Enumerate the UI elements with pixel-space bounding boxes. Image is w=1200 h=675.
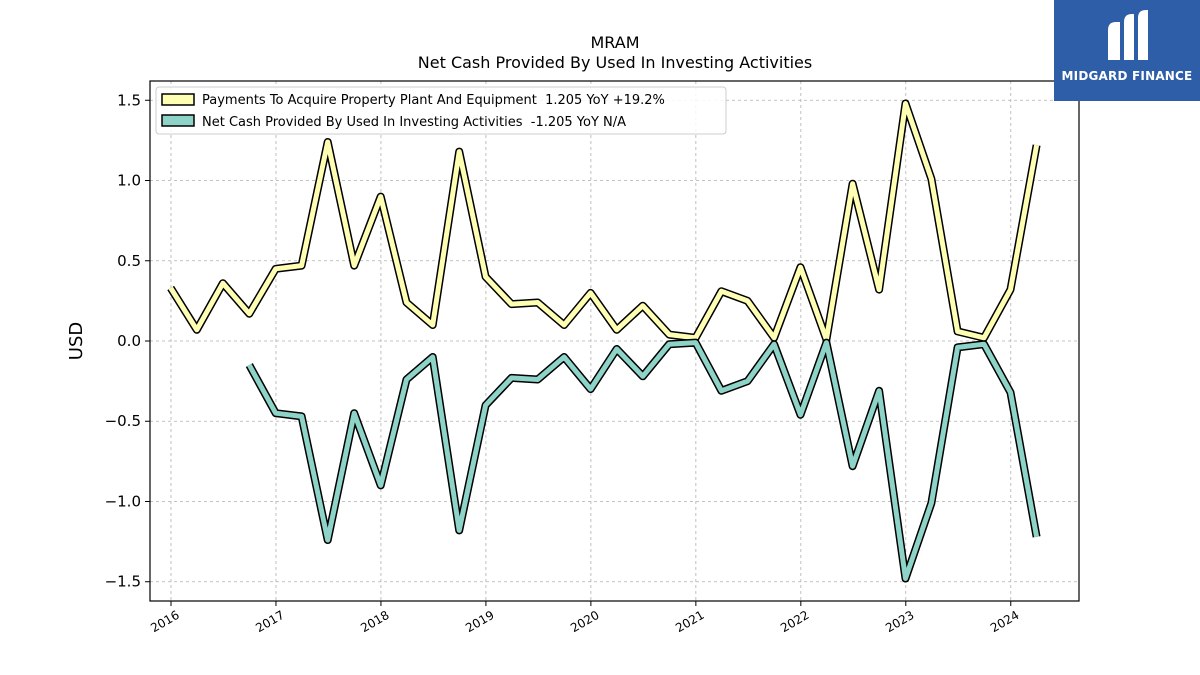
midgard-logo-icon	[1108, 10, 1148, 60]
x-tick-label: 2024	[988, 608, 1021, 635]
y-tick-label: 1.5	[117, 91, 141, 109]
y-axis-label: USD	[66, 322, 87, 360]
x-tick-label: 2016	[148, 608, 181, 635]
x-tick-label: 2021	[673, 608, 706, 635]
x-axis: 2016 2017 2018 2019 2020 2021 2022 2023 2024	[148, 601, 1021, 635]
y-tick-label: 1.0	[117, 172, 141, 190]
y-tick-label: −1.5	[105, 573, 141, 591]
logo-text: MIDGARD FINANCE	[1061, 69, 1193, 83]
y-tick-label: −0.5	[105, 412, 141, 430]
legend-box	[155, 86, 727, 135]
series-line-capex	[168, 101, 1040, 342]
x-tick-label: 2020	[568, 608, 601, 635]
legend-label-capex: Payments To Acquire Property Plant And E…	[202, 93, 665, 108]
chart-title: MRAM	[590, 33, 639, 52]
x-tick-label: 2023	[883, 608, 916, 635]
series-layer	[167, 99, 1041, 583]
legend-swatch-investing	[161, 114, 195, 127]
grid-lines	[150, 81, 1079, 601]
x-tick-label: 2017	[253, 608, 286, 635]
series-outline-capex	[167, 99, 1041, 344]
series-line-investing	[247, 340, 1040, 581]
y-tick-label: 0.0	[117, 332, 141, 350]
x-tick-label: 2022	[778, 608, 811, 635]
y-tick-label: 0.5	[117, 252, 141, 270]
plot-frame	[149, 80, 1080, 602]
legend-swatch-capex	[161, 93, 195, 106]
x-tick-label: 2019	[463, 608, 496, 635]
x-tick-label: 2018	[358, 608, 391, 635]
y-axis: −1.5 −1.0 −0.5 0.0 0.5 1.0 1.5	[105, 91, 150, 591]
brand-logo: MIDGARD FINANCE	[1054, 0, 1200, 101]
y-tick-label: −1.0	[105, 492, 141, 510]
legend-label-investing: Net Cash Provided By Used In Investing A…	[202, 115, 626, 130]
legend: Payments To Acquire Property Plant And E…	[155, 86, 727, 135]
chart-subtitle: Net Cash Provided By Used In Investing A…	[418, 53, 812, 72]
